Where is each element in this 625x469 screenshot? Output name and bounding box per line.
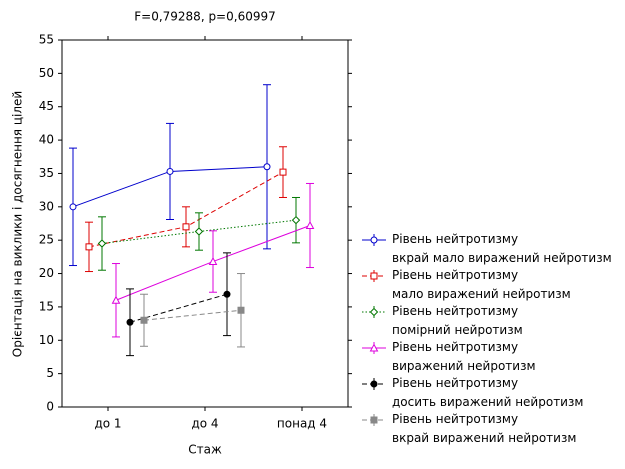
marker <box>85 243 93 251</box>
chart-title: F=0,79288, p=0,60997 <box>134 10 276 24</box>
y-tick-label: 15 <box>39 299 54 313</box>
marker <box>305 220 315 230</box>
y-tick-label: 25 <box>39 233 54 247</box>
x-axis-label: Стаж <box>188 443 222 457</box>
marker <box>370 272 378 280</box>
marker <box>369 307 379 317</box>
legend-entry: Рівень нейтротизму мало виражений нейрот… <box>392 268 571 301</box>
marker <box>369 343 379 352</box>
y-tick-label: 50 <box>39 66 54 80</box>
series-line <box>101 219 297 245</box>
marker <box>370 416 378 424</box>
marker <box>237 306 245 314</box>
legend-entry: Рівень нейтротизму вкрай мало виражений … <box>392 232 612 265</box>
marker <box>370 236 378 244</box>
marker <box>140 316 148 324</box>
y-axis-label: Орієнтація на виклики і досягнення цілей <box>11 91 25 357</box>
y-tick-label: 5 <box>46 366 54 380</box>
marker <box>111 295 121 304</box>
legend-entry: Рівень нейтротизму вкрай виражений нейро… <box>392 412 577 445</box>
marker <box>182 223 190 231</box>
marker <box>97 239 107 248</box>
marker <box>263 163 271 171</box>
x-tick-label: до 1 <box>94 417 121 431</box>
marker <box>291 215 301 225</box>
series-line <box>143 309 242 321</box>
x-tick-label: до 4 <box>191 417 218 431</box>
plot-frame <box>61 39 349 408</box>
y-tick-label: 0 <box>46 400 54 414</box>
y-tick-label: 30 <box>39 199 54 213</box>
marker <box>166 167 174 175</box>
marker <box>223 290 231 298</box>
legend-entry: Рівень нейтротизму досить виражений нейр… <box>392 376 584 409</box>
marker <box>69 203 77 211</box>
y-tick-label: 20 <box>39 266 54 280</box>
marker <box>126 318 134 326</box>
marker <box>370 380 378 388</box>
y-tick-label: 40 <box>39 133 54 147</box>
marker <box>194 227 204 236</box>
y-tick-label: 45 <box>39 99 54 113</box>
legend-entry: Рівень нейтротизму помірний нейротизм <box>392 304 523 337</box>
y-tick-label: 10 <box>39 333 54 347</box>
y-tick-label: 55 <box>39 33 54 47</box>
legend-entry: Рівень нейтротизму виражений нейротизм <box>392 340 536 373</box>
marker <box>279 168 287 176</box>
y-tick-label: 35 <box>39 166 54 180</box>
x-tick-label: понад 4 <box>277 417 327 431</box>
marker <box>208 256 218 266</box>
